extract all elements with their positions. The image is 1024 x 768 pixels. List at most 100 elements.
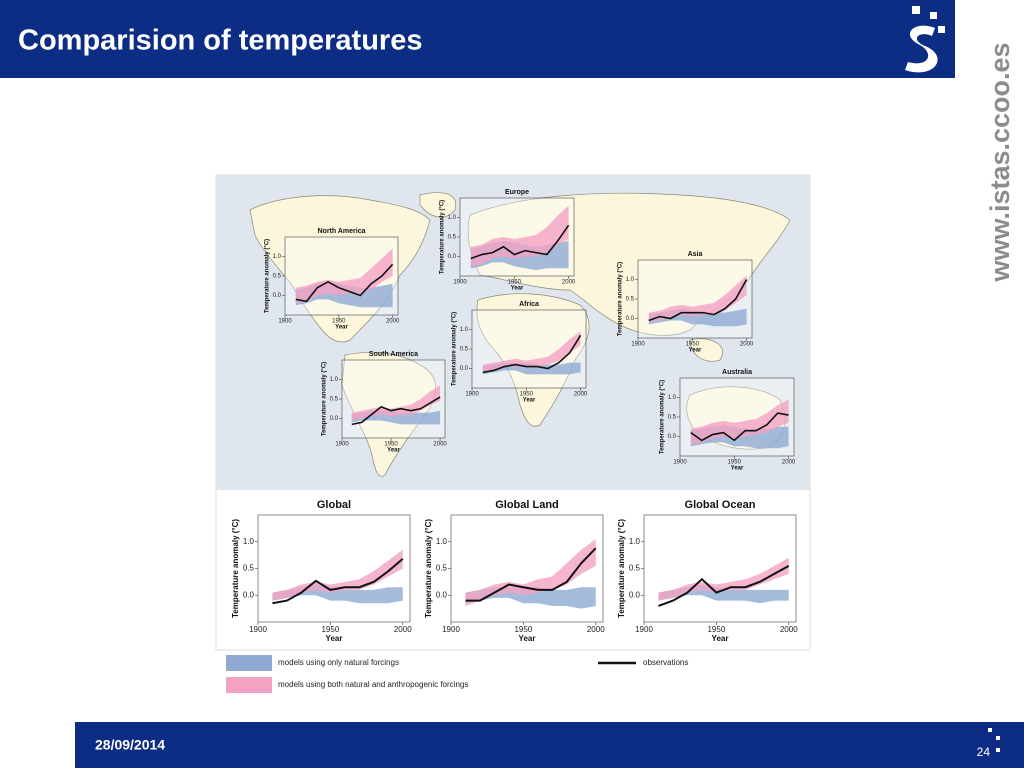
- legend-label: models using both natural and anthropoge…: [278, 680, 468, 689]
- chart: Australia Temperature anomaly (°C) Year 0.0…: [660, 369, 796, 472]
- legend-label: models using only natural forcings: [278, 658, 399, 667]
- x-tick-label: 1950: [728, 460, 742, 466]
- x-tick-label: 1900: [631, 342, 645, 348]
- chart: South America Temperature anomaly (°C) Yea…: [322, 351, 448, 454]
- x-tick-label: 1950: [508, 280, 522, 286]
- y-tick-label: 0.0: [330, 416, 339, 422]
- model-band: [465, 539, 596, 606]
- y-tick-label: 1.0: [460, 327, 469, 333]
- slide-title: Comparision of temperatures: [18, 25, 422, 57]
- x-tick-label: 1900: [442, 625, 460, 634]
- x-axis-label: Year: [511, 286, 524, 292]
- y-tick-label: 0.5: [629, 564, 641, 573]
- chart-title: Australia: [722, 369, 752, 376]
- y-tick-label: 0.0: [460, 366, 469, 372]
- observations-line: [658, 564, 790, 607]
- y-tick-label: 0.0: [273, 293, 282, 299]
- model-band: [690, 399, 789, 445]
- x-tick-label: 2000: [740, 342, 754, 348]
- x-axis-label: Year: [387, 448, 400, 454]
- y-tick-label: 0.5: [273, 274, 282, 280]
- y-tick-label: 0.0: [626, 316, 635, 322]
- x-tick-label: 1950: [332, 319, 346, 325]
- y-tick-label: 0.5: [448, 235, 457, 241]
- y-tick-label: 1.0: [668, 395, 677, 401]
- observations-line: [295, 263, 394, 303]
- legend-swatch: [226, 655, 272, 671]
- y-axis-label: Temperature anomaly (°C): [424, 519, 433, 618]
- x-axis-label: Year: [731, 466, 744, 472]
- page-number: 24: [977, 745, 991, 759]
- y-tick-label: 0.5: [330, 397, 339, 403]
- observations-line: [690, 412, 789, 442]
- chart-title: Global Ocean: [685, 499, 756, 511]
- y-tick-label: 0.5: [626, 297, 635, 303]
- x-tick-label: 2000: [587, 625, 605, 634]
- model-band: [482, 331, 581, 373]
- chart-title: North America: [318, 228, 366, 235]
- y-axis-label: Temperature anomaly (°C): [265, 239, 271, 313]
- x-tick-label: 1900: [453, 280, 467, 286]
- legend: models using only natural forcings model…: [226, 655, 688, 693]
- observations-line: [470, 224, 570, 260]
- legend-label: observations: [643, 658, 688, 667]
- y-tick-label: 0.0: [629, 590, 641, 599]
- y-axis-label: Temperature anomaly (°C): [440, 200, 446, 274]
- y-tick-label: 1.0: [448, 215, 457, 221]
- y-tick-label: 1.0: [626, 277, 635, 283]
- observations-line: [648, 279, 748, 322]
- x-axis-label: Year: [712, 634, 729, 643]
- y-axis-label: Temperature anomaly (°C): [617, 519, 626, 618]
- chart: Europe Temperature anomaly (°C) Year 0.0 0.5…: [440, 189, 576, 292]
- observations-line: [272, 558, 404, 605]
- x-axis-label: Year: [335, 325, 348, 331]
- x-tick-label: 1950: [514, 625, 532, 634]
- chart: Asia Temperature anomaly (°C) Year 0.0 0.5 1.…: [618, 251, 754, 354]
- y-axis-label: Temperature anomaly (°C): [452, 312, 458, 386]
- y-tick-label: 0.0: [436, 590, 448, 599]
- x-tick-label: 1900: [278, 319, 292, 325]
- y-tick-label: 0.5: [668, 415, 677, 421]
- x-tick-label: 1950: [707, 625, 725, 634]
- x-tick-label: 2000: [433, 442, 447, 448]
- y-tick-label: 0.0: [448, 254, 457, 260]
- x-tick-label: 1950: [686, 342, 700, 348]
- y-axis-label: Temperature anomaly (°C): [231, 519, 240, 618]
- chart: Global Land Temperature anomaly (°C) Year 0…: [424, 499, 605, 643]
- y-tick-label: 1.0: [629, 537, 641, 546]
- x-tick-label: 2000: [574, 392, 588, 398]
- y-tick-label: 0.0: [668, 434, 677, 440]
- model-band: [295, 248, 393, 304]
- x-tick-label: 1950: [321, 625, 339, 634]
- y-tick-label: 1.0: [330, 377, 339, 383]
- x-tick-label: 2000: [386, 319, 400, 325]
- y-axis-label: Temperature anomaly (°C): [660, 380, 666, 454]
- x-tick-label: 1900: [335, 442, 349, 448]
- chart-title: Global: [317, 499, 351, 511]
- footer-date: 28/09/2014: [95, 737, 165, 753]
- chart: North America Temperature anomaly (°C) Yea…: [265, 228, 400, 331]
- legend-swatch: [226, 677, 272, 693]
- x-axis-label: Year: [326, 634, 343, 643]
- y-tick-label: 1.0: [436, 537, 448, 546]
- site-url: www.istas.ccoo.es: [985, 42, 1015, 282]
- chart-title: Asia: [688, 251, 703, 258]
- chart-title: Global Land: [495, 499, 559, 511]
- x-tick-label: 2000: [562, 280, 576, 286]
- x-tick-label: 2000: [780, 625, 798, 634]
- x-tick-label: 1900: [635, 625, 653, 634]
- y-tick-label: 0.5: [243, 564, 255, 573]
- y-tick-label: 0.0: [243, 590, 255, 599]
- y-axis-label: Temperature anomaly (°C): [618, 262, 624, 336]
- observations-line: [465, 547, 597, 602]
- observations-line: [482, 334, 582, 374]
- footer-bar: [75, 722, 1024, 768]
- x-tick-label: 2000: [394, 625, 412, 634]
- footer-deco: [988, 728, 1000, 752]
- y-tick-label: 1.0: [243, 537, 255, 546]
- logo: [905, 6, 945, 73]
- y-tick-label: 1.0: [273, 254, 282, 260]
- model-band: [272, 549, 403, 601]
- x-tick-label: 1900: [465, 392, 479, 398]
